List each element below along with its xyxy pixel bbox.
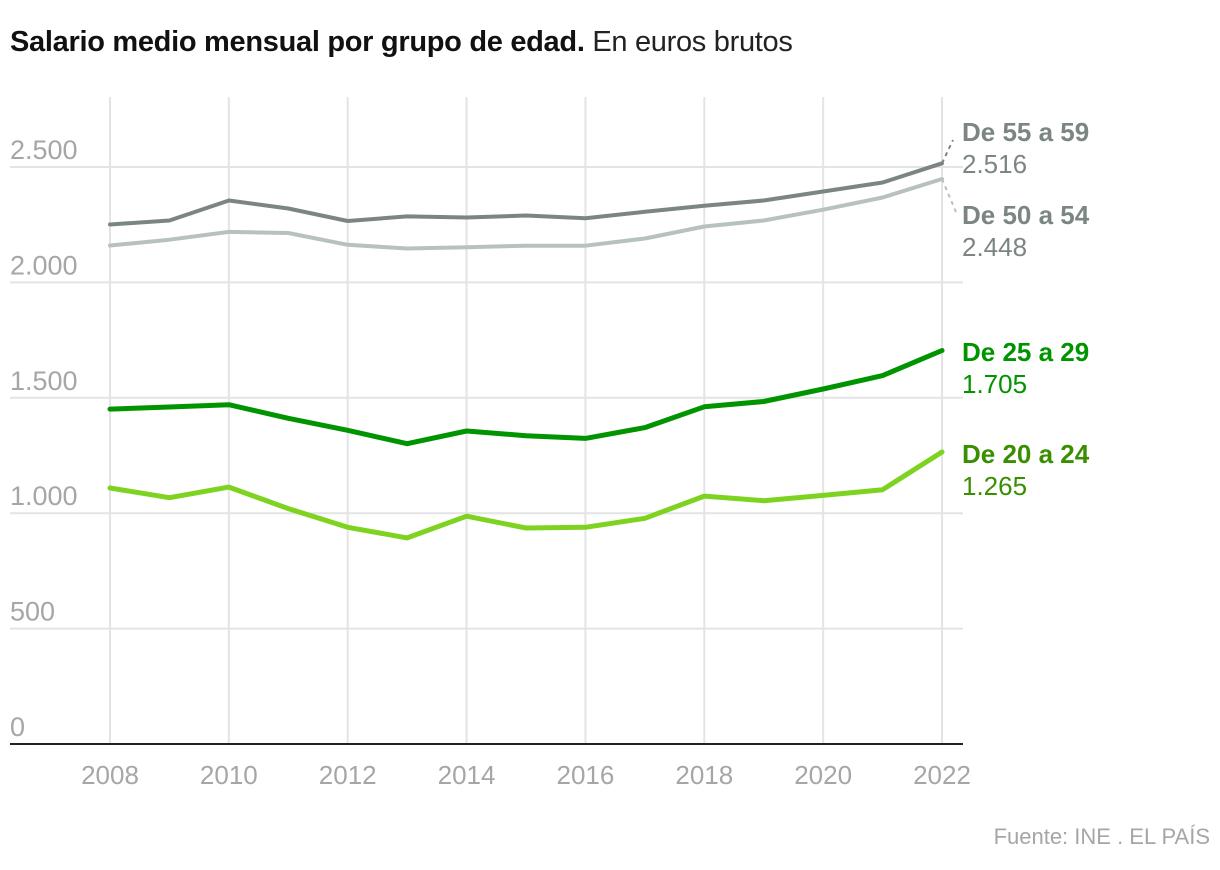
- y-tick-label: 500: [10, 597, 55, 627]
- chart-subtitle: En euros brutos: [584, 26, 793, 58]
- y-tick-label: 2.500: [10, 135, 78, 165]
- series-label-value: 1.705: [962, 369, 1027, 399]
- source-credit: Fuente: INE . EL PAÍS: [993, 824, 1210, 849]
- x-tick-label: 2008: [81, 760, 139, 790]
- series-label-value: 2.448: [962, 232, 1027, 262]
- label-connector: [941, 178, 957, 213]
- y-tick-label: 1.000: [10, 481, 78, 511]
- x-tick-label: 2022: [913, 760, 971, 790]
- series-line-de-25-a-29: [107, 348, 945, 447]
- series-label-name: De 25 a 29: [962, 337, 1089, 367]
- series-lines: [107, 161, 945, 541]
- chart-title-main: Salario medio mensual por grupo de edad: [10, 26, 577, 58]
- y-tick-label: 2.000: [10, 250, 78, 280]
- x-tick-label: 2020: [794, 760, 852, 790]
- x-axis-ticks: 2008 2010 2012 2014 2016 2018 2020 2022: [81, 760, 971, 790]
- y-gridlines: [10, 166, 963, 630]
- series-labels: De 55 a 592.516 De 50 a 542.448 De 25 a 29…: [962, 117, 1090, 501]
- chart-title: Salario medio mensual por grupo de edad.…: [10, 26, 793, 59]
- x-tick-label: 2010: [200, 760, 258, 790]
- series-line-de-55-a-59: [108, 161, 944, 227]
- y-axis-ticks: 0 500 1.000 1.500 2.000 2.500: [10, 135, 78, 742]
- x-tick-label: 2014: [438, 760, 496, 790]
- x-tick-label: 2018: [675, 760, 733, 790]
- label-connector: [941, 139, 954, 164]
- x-tick-label: 2012: [319, 760, 377, 790]
- y-tick-label: 0: [10, 712, 25, 742]
- series-label-value: 1.265: [962, 471, 1027, 501]
- x-tick-label: 2016: [557, 760, 615, 790]
- chart-title-dot: .: [576, 26, 585, 58]
- series-line-de-50-a-54: [108, 177, 944, 251]
- label-connectors: [941, 139, 957, 213]
- series-label-name: De 50 a 54: [962, 200, 1090, 230]
- series-label-value: 2.516: [962, 149, 1027, 179]
- series-label-name: De 20 a 24: [962, 439, 1090, 469]
- series-line-de-20-a-24: [107, 449, 945, 541]
- y-tick-label: 1.500: [10, 366, 78, 396]
- series-label-name: De 55 a 59: [962, 117, 1089, 147]
